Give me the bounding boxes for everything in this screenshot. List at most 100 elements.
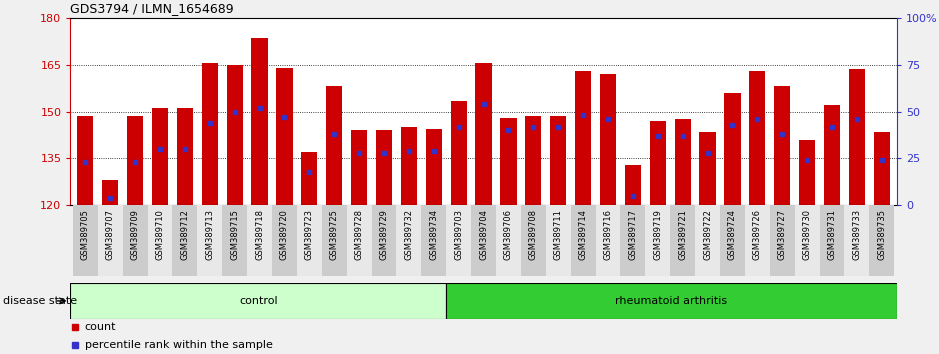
Bar xyxy=(77,116,94,205)
Text: GSM389721: GSM389721 xyxy=(678,209,687,260)
Bar xyxy=(624,165,641,205)
Bar xyxy=(575,71,592,205)
Bar xyxy=(475,63,492,205)
Bar xyxy=(525,116,542,205)
Text: GSM389707: GSM389707 xyxy=(106,209,115,260)
Bar xyxy=(226,65,243,205)
Text: GSM389727: GSM389727 xyxy=(777,209,787,260)
Bar xyxy=(774,86,791,205)
Text: control: control xyxy=(239,296,278,306)
Text: disease state: disease state xyxy=(3,296,77,306)
Bar xyxy=(202,63,218,205)
Bar xyxy=(297,205,322,276)
Bar xyxy=(152,108,168,205)
Bar xyxy=(177,108,193,205)
Text: GSM389715: GSM389715 xyxy=(230,209,239,260)
Bar xyxy=(595,205,621,276)
Text: GSM389705: GSM389705 xyxy=(81,209,90,260)
Bar xyxy=(147,205,173,276)
Bar xyxy=(422,205,446,276)
Bar xyxy=(446,205,471,276)
Bar xyxy=(700,132,716,205)
Text: GSM389712: GSM389712 xyxy=(180,209,190,260)
Bar xyxy=(770,205,794,276)
Text: GSM389731: GSM389731 xyxy=(827,209,837,260)
Text: GSM389725: GSM389725 xyxy=(330,209,339,260)
Bar xyxy=(301,152,317,205)
Text: GSM389730: GSM389730 xyxy=(803,209,811,260)
Bar xyxy=(799,139,815,205)
Text: GSM389723: GSM389723 xyxy=(305,209,314,260)
Bar xyxy=(123,205,147,276)
Bar xyxy=(550,116,566,205)
Bar xyxy=(745,205,770,276)
Bar xyxy=(849,69,865,205)
Bar xyxy=(820,205,844,276)
Text: rheumatoid arthritis: rheumatoid arthritis xyxy=(615,296,728,306)
Bar xyxy=(376,130,393,205)
Bar xyxy=(600,74,616,205)
Bar xyxy=(401,127,417,205)
Text: GSM389734: GSM389734 xyxy=(429,209,439,260)
Text: GSM389719: GSM389719 xyxy=(654,209,662,260)
Text: GSM389720: GSM389720 xyxy=(280,209,289,260)
Bar xyxy=(173,205,197,276)
Bar xyxy=(276,68,293,205)
Bar xyxy=(372,205,396,276)
Bar xyxy=(824,105,840,205)
Text: GSM389722: GSM389722 xyxy=(703,209,712,260)
Bar xyxy=(127,116,144,205)
Text: GSM389713: GSM389713 xyxy=(206,209,214,260)
Text: GSM389703: GSM389703 xyxy=(454,209,463,260)
Bar xyxy=(794,205,820,276)
Bar xyxy=(451,101,467,205)
Bar xyxy=(102,180,118,205)
Bar xyxy=(500,118,516,205)
Text: GSM389718: GSM389718 xyxy=(255,209,264,260)
Text: GSM389729: GSM389729 xyxy=(379,209,389,260)
Bar xyxy=(650,121,666,205)
Text: GSM389732: GSM389732 xyxy=(405,209,413,260)
Text: count: count xyxy=(85,322,116,332)
Bar xyxy=(197,205,223,276)
Text: percentile rank within the sample: percentile rank within the sample xyxy=(85,340,272,350)
Text: GSM389724: GSM389724 xyxy=(728,209,737,260)
Bar xyxy=(351,130,367,205)
Text: GSM389708: GSM389708 xyxy=(529,209,538,260)
Text: GSM389735: GSM389735 xyxy=(877,209,886,260)
Bar xyxy=(496,205,521,276)
Bar xyxy=(247,205,272,276)
Bar xyxy=(844,205,870,276)
Bar xyxy=(322,205,346,276)
Bar xyxy=(870,205,894,276)
Text: GSM389710: GSM389710 xyxy=(156,209,164,260)
Bar xyxy=(252,38,268,205)
Bar xyxy=(326,86,343,205)
Bar xyxy=(621,205,645,276)
Text: GDS3794 / ILMN_1654689: GDS3794 / ILMN_1654689 xyxy=(70,2,234,15)
Text: GSM389714: GSM389714 xyxy=(578,209,588,260)
Text: GSM389716: GSM389716 xyxy=(604,209,612,260)
Text: GSM389706: GSM389706 xyxy=(504,209,513,260)
Bar xyxy=(272,205,297,276)
Bar xyxy=(425,129,442,205)
Text: GSM389733: GSM389733 xyxy=(853,209,861,260)
Bar xyxy=(70,283,446,319)
Bar xyxy=(873,132,890,205)
Bar xyxy=(670,205,695,276)
Text: GSM389709: GSM389709 xyxy=(131,209,140,260)
Bar xyxy=(571,205,595,276)
Text: GSM389704: GSM389704 xyxy=(479,209,488,260)
Bar xyxy=(73,205,98,276)
Bar xyxy=(446,283,897,319)
Bar xyxy=(724,93,741,205)
Bar xyxy=(223,205,247,276)
Bar xyxy=(645,205,670,276)
Bar xyxy=(98,205,123,276)
Bar xyxy=(346,205,372,276)
Bar xyxy=(471,205,496,276)
Bar xyxy=(546,205,571,276)
Text: GSM389711: GSM389711 xyxy=(554,209,562,260)
Text: GSM389728: GSM389728 xyxy=(355,209,363,260)
Bar xyxy=(720,205,745,276)
